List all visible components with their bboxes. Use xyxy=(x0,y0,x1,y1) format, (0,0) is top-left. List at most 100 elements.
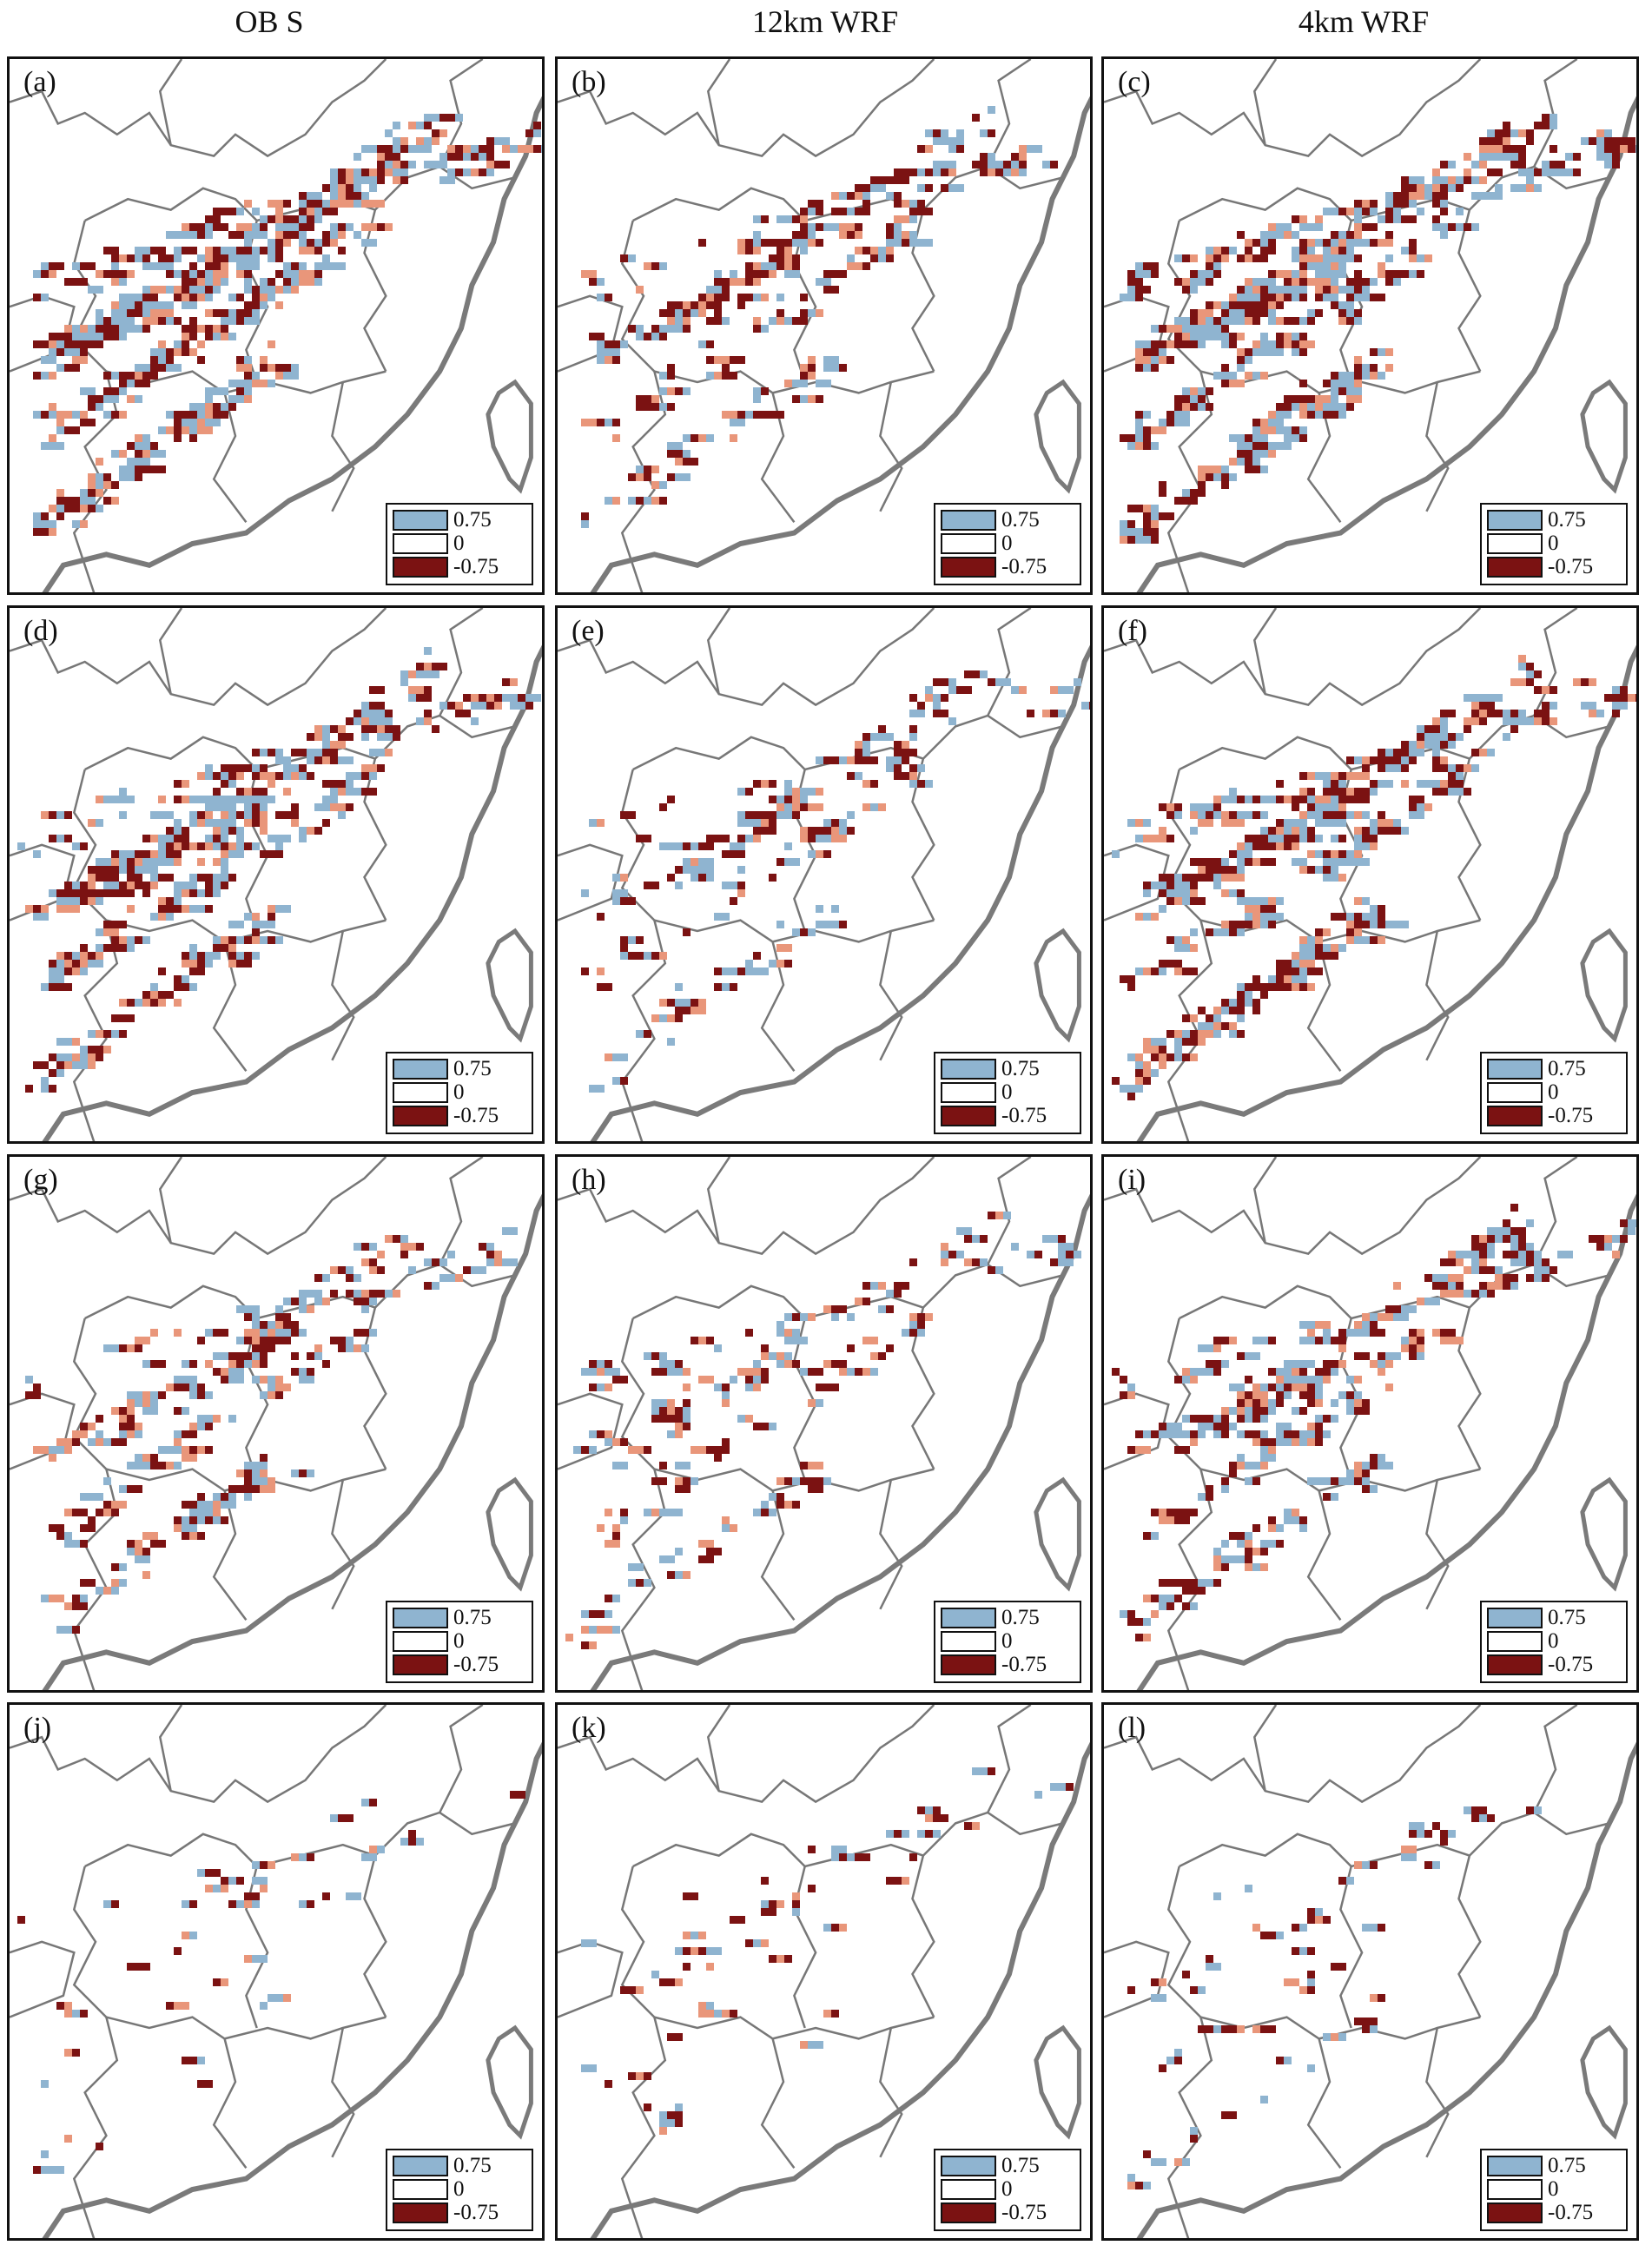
rain-pixel xyxy=(142,309,150,317)
rain-pixel xyxy=(127,874,135,882)
rain-pixel xyxy=(1003,161,1011,168)
rain-pixel xyxy=(691,866,698,874)
rain-pixel xyxy=(424,670,432,678)
rain-pixel xyxy=(1346,796,1354,803)
rain-pixel xyxy=(307,1290,314,1298)
rain-pixel xyxy=(142,1391,150,1399)
rain-pixel xyxy=(1237,301,1245,309)
rain-pixel xyxy=(275,1384,283,1391)
rain-pixel xyxy=(1019,168,1027,176)
rain-pixel xyxy=(1299,223,1307,231)
rain-pixel xyxy=(33,340,41,348)
rain-pixel xyxy=(314,239,322,247)
legend-label: 0 xyxy=(1001,532,1013,555)
rain-pixel xyxy=(1276,913,1284,921)
rain-pixel xyxy=(150,466,158,473)
rain-pixel xyxy=(1151,1046,1159,1053)
rain-pixel xyxy=(925,208,933,215)
rain-pixel xyxy=(1284,960,1292,968)
rain-pixel xyxy=(330,208,338,215)
rain-pixel xyxy=(1221,466,1229,473)
rain-pixel xyxy=(1182,387,1190,395)
rain-pixel xyxy=(792,254,800,262)
rain-pixel xyxy=(1315,811,1323,819)
rain-pixel xyxy=(1307,239,1315,247)
rain-pixel xyxy=(1190,874,1198,882)
rain-pixel xyxy=(1198,466,1206,473)
rain-pixel xyxy=(268,215,275,223)
rain-pixel xyxy=(1268,317,1276,325)
rain-pixel xyxy=(213,1368,221,1376)
rain-pixel xyxy=(322,733,330,741)
rain-pixel xyxy=(1424,184,1432,192)
rain-pixel xyxy=(1378,827,1385,835)
rain-pixel xyxy=(1245,301,1252,309)
rain-pixel xyxy=(1307,866,1315,874)
rain-pixel xyxy=(1612,694,1620,702)
rain-pixel xyxy=(275,247,283,254)
rain-pixel xyxy=(1440,733,1448,741)
rain-pixel xyxy=(119,882,127,889)
rain-pixel xyxy=(1409,749,1417,756)
rain-pixel xyxy=(1331,372,1338,380)
rain-pixel xyxy=(252,796,260,803)
rain-pixel xyxy=(855,741,862,749)
rain-pixel xyxy=(1229,458,1237,466)
rain-pixel xyxy=(197,1509,205,1516)
rain-pixel xyxy=(1346,811,1354,819)
rain-pixel xyxy=(1385,278,1393,286)
rain-pixel xyxy=(831,356,839,364)
rain-pixel xyxy=(1346,208,1354,215)
rain-pixel xyxy=(119,317,127,325)
rain-pixel xyxy=(1456,764,1464,772)
rain-pixel xyxy=(988,106,995,114)
rain-pixel xyxy=(260,215,268,223)
rain-pixel xyxy=(291,278,299,286)
rain-pixel xyxy=(823,356,831,364)
rain-pixel xyxy=(275,850,283,858)
rain-pixel xyxy=(158,450,166,458)
rain-pixel xyxy=(135,247,142,254)
rain-pixel xyxy=(80,505,88,512)
rain-pixel xyxy=(135,874,142,882)
rain-pixel xyxy=(1174,395,1182,403)
rain-pixel xyxy=(1237,858,1245,866)
rain-pixel xyxy=(307,749,314,756)
rain-pixel xyxy=(1284,333,1292,340)
rain-pixel xyxy=(941,168,948,176)
rain-pixel xyxy=(103,247,111,254)
rain-pixel xyxy=(1432,741,1440,749)
rain-pixel xyxy=(111,944,119,952)
rain-pixel xyxy=(1307,850,1315,858)
island-outline xyxy=(1580,928,1628,1043)
rain-pixel xyxy=(260,850,268,858)
rain-pixel xyxy=(730,419,737,426)
rain-pixel xyxy=(283,200,291,208)
rain-pixel xyxy=(174,1446,182,1454)
rain-pixel xyxy=(1401,780,1409,788)
rain-pixel xyxy=(659,803,667,811)
legend-swatch xyxy=(393,1106,448,1126)
rain-pixel xyxy=(275,215,283,223)
rain-pixel xyxy=(268,1477,275,1485)
rain-pixel xyxy=(166,356,174,364)
rain-pixel xyxy=(338,780,346,788)
rain-pixel xyxy=(205,426,213,434)
rain-pixel xyxy=(667,473,675,481)
rain-pixel xyxy=(189,1509,197,1516)
rain-pixel xyxy=(1292,395,1299,403)
rain-pixel xyxy=(972,114,980,122)
rain-pixel xyxy=(174,1462,182,1469)
rain-pixel xyxy=(361,733,369,741)
rain-pixel xyxy=(111,450,119,458)
rain-pixel xyxy=(878,254,886,262)
rain-pixel xyxy=(1354,835,1362,842)
rain-pixel xyxy=(221,1329,228,1337)
rain-pixel xyxy=(150,835,158,842)
rain-pixel xyxy=(1074,678,1081,686)
rain-pixel xyxy=(1190,1038,1198,1046)
rain-pixel xyxy=(1245,294,1252,301)
rain-pixel xyxy=(252,247,260,254)
rain-pixel xyxy=(1260,842,1268,850)
rain-pixel xyxy=(1307,395,1315,403)
